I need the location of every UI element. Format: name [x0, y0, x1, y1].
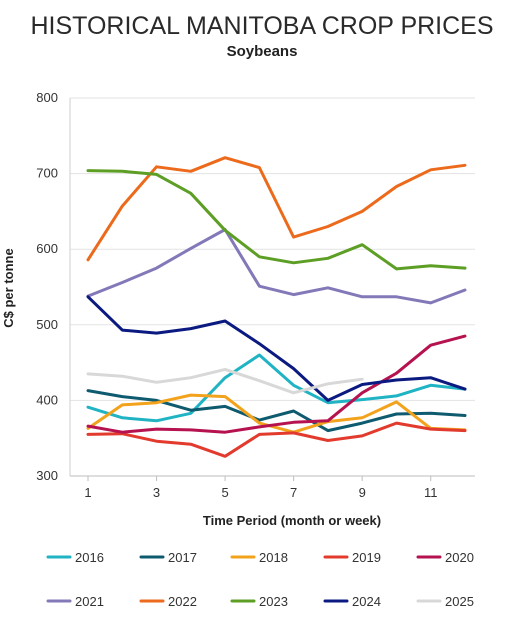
- x-tick-label: 5: [221, 485, 228, 500]
- legend-label-2021: 2021: [75, 594, 104, 609]
- series-line-2018: [86, 393, 467, 434]
- y-tick-label: 700: [36, 166, 58, 181]
- x-tick-label: 1: [84, 485, 91, 500]
- series-lines: [86, 156, 467, 458]
- x-tick-label: 3: [153, 485, 160, 500]
- x-tick-label: 11: [424, 485, 438, 500]
- legend-label-2017: 2017: [168, 550, 197, 565]
- chart-title: HISTORICAL MANITOBA CROP PRICES: [30, 12, 493, 40]
- x-tick-label: 9: [359, 485, 366, 500]
- y-axis-label: C$ per tonne: [1, 248, 16, 327]
- series-line-2016: [86, 353, 467, 423]
- legend-label-2019: 2019: [352, 550, 381, 565]
- y-tick-label: 500: [36, 317, 58, 332]
- series-line-2020: [86, 334, 467, 434]
- y-tick-label: 300: [36, 468, 58, 483]
- legend-label-2023: 2023: [259, 594, 288, 609]
- series-line-2019: [86, 421, 467, 458]
- x-axis-ticks: 1 3 5 7 9 11: [84, 476, 437, 500]
- series-line-2024: [86, 295, 467, 402]
- chart-subtitle: Soybeans: [227, 43, 298, 60]
- y-axis-ticks: 300 400 500 600 700 800: [36, 90, 58, 483]
- series-line-2025: [86, 367, 364, 395]
- series-line-2017: [86, 389, 467, 433]
- x-axis-label: Time Period (month or week): [203, 513, 381, 528]
- y-tick-label: 800: [36, 90, 58, 105]
- legend-label-2024: 2024: [352, 594, 381, 609]
- y-tick-label: 600: [36, 241, 58, 256]
- legend-label-2020: 2020: [445, 550, 474, 565]
- y-tick-label: 400: [36, 392, 58, 407]
- legend-label-2016: 2016: [75, 550, 104, 565]
- legend-label-2025: 2025: [445, 594, 474, 609]
- series-line-2021: [86, 228, 467, 305]
- series-line-2023: [86, 169, 467, 271]
- legend-label-2018: 2018: [259, 550, 288, 565]
- x-tick-label: 7: [290, 485, 297, 500]
- legend-label-2022: 2022: [168, 594, 197, 609]
- legend: 2016 2017 2018 2019 2020 2021 2022 2023 2024 2025: [46, 550, 474, 609]
